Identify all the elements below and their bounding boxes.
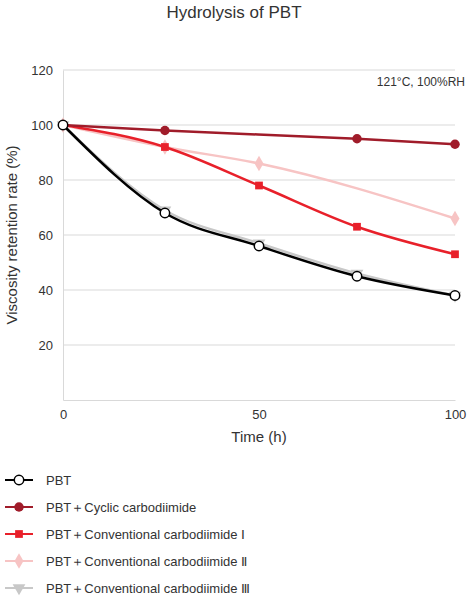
legend: PBT PBT＋Cyclic carbodiimide PBT＋Convention…: [5, 473, 250, 596]
markers: [59, 117, 460, 226]
markers: [59, 121, 459, 258]
legend-item: PBT＋Conventional carbodiimide Ⅲ: [5, 581, 250, 596]
y-tick-label: 100: [31, 118, 53, 133]
data-point: [255, 182, 263, 190]
markers: [58, 120, 459, 149]
data-point: [159, 207, 172, 218]
data-point: [451, 250, 459, 258]
grid: [63, 70, 455, 345]
x-axis-title: Time (h): [231, 428, 286, 445]
legend-marker: [15, 530, 23, 538]
x-axis: 0 50 100: [60, 400, 466, 422]
data-point: [160, 208, 169, 217]
y-tick-label: 120: [31, 63, 53, 78]
series-line: [63, 125, 455, 254]
series-line: [63, 125, 455, 219]
legend-marker: [15, 553, 24, 569]
data-point: [255, 156, 264, 172]
legend-label: PBT＋Conventional carbodiimide Ⅲ: [46, 581, 250, 596]
grid-line: [63, 125, 455, 126]
series-line: [63, 125, 455, 144]
y-tick-label: 40: [39, 283, 53, 298]
series-line: [63, 125, 455, 296]
y-tick: 20: [39, 338, 63, 353]
y-tick-label: 80: [39, 173, 53, 188]
legend-marker: [14, 475, 23, 484]
subtitle: 121°C, 100%RH: [377, 75, 465, 89]
legend-item: PBT: [5, 473, 71, 488]
title: Hydrolysis of PBT: [166, 3, 301, 22]
grid-line: [63, 70, 455, 71]
data-point: [451, 211, 460, 227]
markers: [58, 120, 459, 300]
data-point: [450, 291, 459, 300]
plot-area: [57, 117, 462, 303]
x-tick: 0: [60, 400, 67, 422]
data-point: [160, 139, 169, 155]
y-tick: 80: [39, 173, 63, 188]
data-point: [59, 117, 68, 133]
legend-marker: [13, 584, 26, 595]
data-point: [58, 120, 67, 129]
data-point: [353, 223, 361, 231]
data-point: [352, 134, 361, 143]
x-tick: 100: [445, 400, 467, 422]
x-tick-label: 100: [445, 407, 467, 422]
legend-item: PBT＋Conventional carbodiimide Ⅱ: [5, 553, 248, 569]
data-point: [253, 240, 266, 251]
y-tick-label: 60: [39, 228, 53, 243]
legend-label: PBT＋Conventional carbodiimide Ⅰ: [46, 527, 245, 542]
chart: Hydrolysis of PBT 121°C, 100%RH 20 40 60 80 10…: [0, 0, 468, 598]
y-tick: 60: [39, 228, 63, 243]
legend-label: PBT: [46, 473, 71, 488]
x-tick: 50: [252, 400, 266, 422]
y-axis: 20 40 60 80 100 120: [31, 63, 63, 401]
data-point: [160, 126, 169, 135]
y-tick: 120: [31, 63, 63, 78]
y-tick: 40: [39, 283, 63, 298]
data-point: [351, 270, 364, 281]
y-axis-title: Viscosity retention rate (%): [3, 146, 20, 325]
data-point: [254, 241, 263, 250]
grid-line: [63, 290, 455, 291]
x-tick-label: 50: [252, 407, 266, 422]
grid-line: [63, 235, 455, 236]
x-tick-label: 0: [60, 407, 67, 422]
data-point: [58, 120, 67, 129]
markers: [57, 121, 462, 303]
legend-marker: [14, 502, 23, 511]
grid-line: [63, 345, 455, 346]
data-point: [450, 140, 459, 149]
data-point: [161, 143, 169, 151]
data-point: [352, 272, 361, 281]
legend-label: PBT＋Conventional carbodiimide Ⅱ: [46, 554, 248, 569]
series-line: [63, 125, 455, 296]
y-tick-label: 20: [39, 338, 53, 353]
x-axis-line: [64, 400, 456, 401]
legend-label: PBT＋Cyclic carbodiimide: [46, 500, 196, 515]
data-point: [59, 121, 67, 129]
legend-item: PBT＋Conventional carbodiimide Ⅰ: [5, 527, 245, 542]
legend-item: PBT＋Cyclic carbodiimide: [5, 500, 196, 515]
